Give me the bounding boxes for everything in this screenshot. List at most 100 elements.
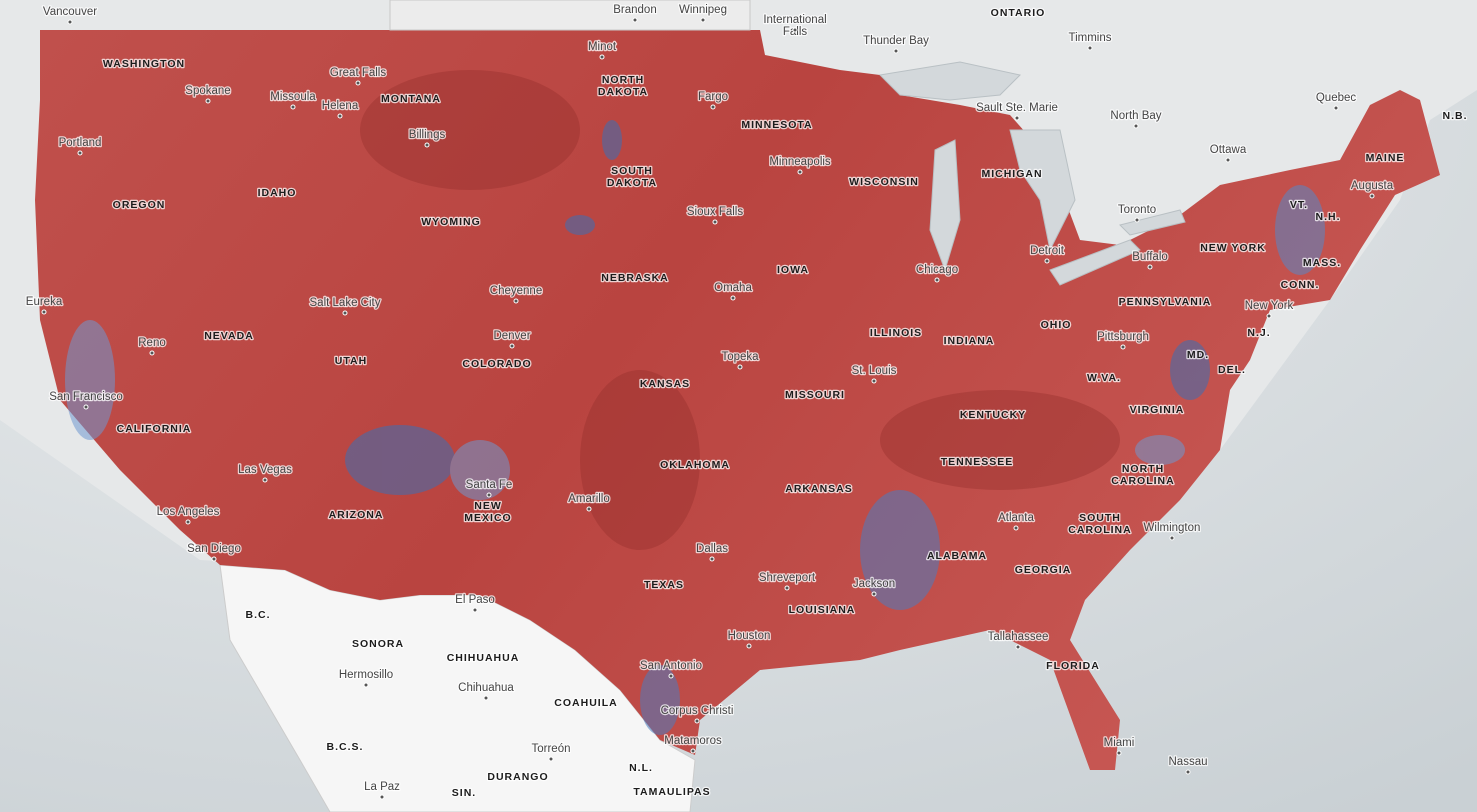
state-label: CALIFORNIA (117, 423, 192, 435)
city-label: Chihuahua (458, 682, 514, 694)
city-dot (379, 794, 385, 800)
region-label: CHIHUAHUA (447, 652, 520, 664)
region-label: SIN. (452, 787, 476, 799)
city-label: Helena (322, 100, 359, 112)
state-label: DAKOTA (598, 86, 648, 98)
city-dot (1169, 535, 1175, 541)
state-label: IOWA (777, 264, 809, 276)
city-dot (1015, 644, 1021, 650)
city-dot (513, 298, 519, 304)
state-label: NEBRASKA (601, 272, 669, 284)
state-label: TEXAS (644, 579, 684, 591)
state-label: NORTH (602, 74, 644, 86)
state-label: MAINE (1366, 152, 1405, 164)
city-label: Dallas (696, 543, 728, 555)
state-label: OKLAHOMA (660, 459, 730, 471)
city-label: El Paso (455, 594, 495, 606)
city-dot (205, 98, 211, 104)
state-label: DEL. (1218, 364, 1246, 376)
city-dot (586, 506, 592, 512)
city-label: Fargo (698, 91, 728, 103)
city-label: La Paz (364, 781, 400, 793)
city-label: San Antonio (640, 660, 702, 672)
city-label: Wilmington (1144, 522, 1201, 534)
city-dot (41, 309, 47, 315)
city-dot (149, 350, 155, 356)
city-dot (690, 748, 696, 754)
city-dot (355, 80, 361, 86)
city-label: Salt Lake City (310, 297, 381, 309)
city-dot (710, 104, 716, 110)
city-dot (730, 295, 736, 301)
democratic-areas (65, 120, 1325, 735)
city-dot (1120, 344, 1126, 350)
city-label: Miami (1104, 737, 1135, 749)
city-label: Los Angeles (157, 506, 220, 518)
state-label: UTAH (335, 355, 367, 367)
state-label: W.VA. (1087, 372, 1121, 384)
region-label: DURANGO (487, 771, 548, 783)
city-dot (700, 17, 706, 23)
state-label: MINNESOTA (741, 119, 812, 131)
state-label: CAROLINA (1111, 475, 1174, 487)
great-lakes (878, 61, 1186, 286)
city-label: Thunder Bay (863, 35, 929, 47)
state-label: SOUTH (1079, 512, 1121, 524)
republican-areas (360, 70, 1120, 550)
state-label: MD. (1187, 349, 1209, 361)
city-label: Eureka (26, 296, 63, 308)
city-dot (337, 113, 343, 119)
state-label: VT. (1290, 199, 1308, 211)
city-dot (797, 169, 803, 175)
state-label: SOUTH (611, 165, 653, 177)
city-dot (211, 556, 217, 562)
region-label: SONORA (352, 638, 404, 650)
city-dot (1147, 264, 1153, 270)
city-dot (1266, 313, 1272, 319)
city-dot (712, 219, 718, 225)
state-label: KANSAS (640, 378, 690, 390)
city-dot (509, 343, 515, 349)
city-label: Pittsburgh (1097, 331, 1149, 343)
city-label: Quebec (1316, 92, 1357, 104)
state-label: FLORIDA (1046, 660, 1100, 672)
city-dot (709, 556, 715, 562)
city-label: Amarillo (568, 493, 610, 505)
us-counties (35, 30, 1440, 770)
city-dot (784, 585, 790, 591)
city-label: Shreveport (759, 572, 816, 584)
city-label: Corpus Christi (661, 705, 734, 717)
state-label: NEW (474, 500, 502, 512)
region-label: N.B. (1443, 110, 1468, 122)
region-label: COAHUILA (554, 697, 617, 709)
city-label: Detroit (1030, 245, 1065, 257)
state-label: MEXICO (464, 512, 511, 524)
city-label: International (763, 14, 826, 26)
state-label: DAKOTA (607, 177, 657, 189)
city-dot (548, 756, 554, 762)
city-dot (83, 404, 89, 410)
city-label: Houston (728, 630, 771, 642)
city-dot (1134, 217, 1140, 223)
state-label: IDAHO (258, 187, 297, 199)
state-label: ARIZONA (329, 509, 384, 521)
state-label: LOUISIANA (789, 604, 856, 616)
city-dot (472, 607, 478, 613)
city-label: Reno (138, 337, 166, 349)
city-dot (262, 477, 268, 483)
city-label: Matamoros (664, 735, 722, 747)
city-dot (424, 142, 430, 148)
region-label: ONTARIO (991, 7, 1046, 19)
city-label: Omaha (714, 282, 752, 294)
city-label: Sioux Falls (687, 206, 743, 218)
city-label: Minneapolis (769, 156, 831, 168)
city-dot (77, 150, 83, 156)
state-label: VIRGINIA (1130, 404, 1185, 416)
state-label: WYOMING (421, 216, 481, 228)
state-label: ARKANSAS (785, 483, 853, 495)
city-label: Minot (588, 41, 617, 53)
state-label: ALABAMA (927, 550, 987, 562)
city-label: Topeka (721, 351, 759, 363)
